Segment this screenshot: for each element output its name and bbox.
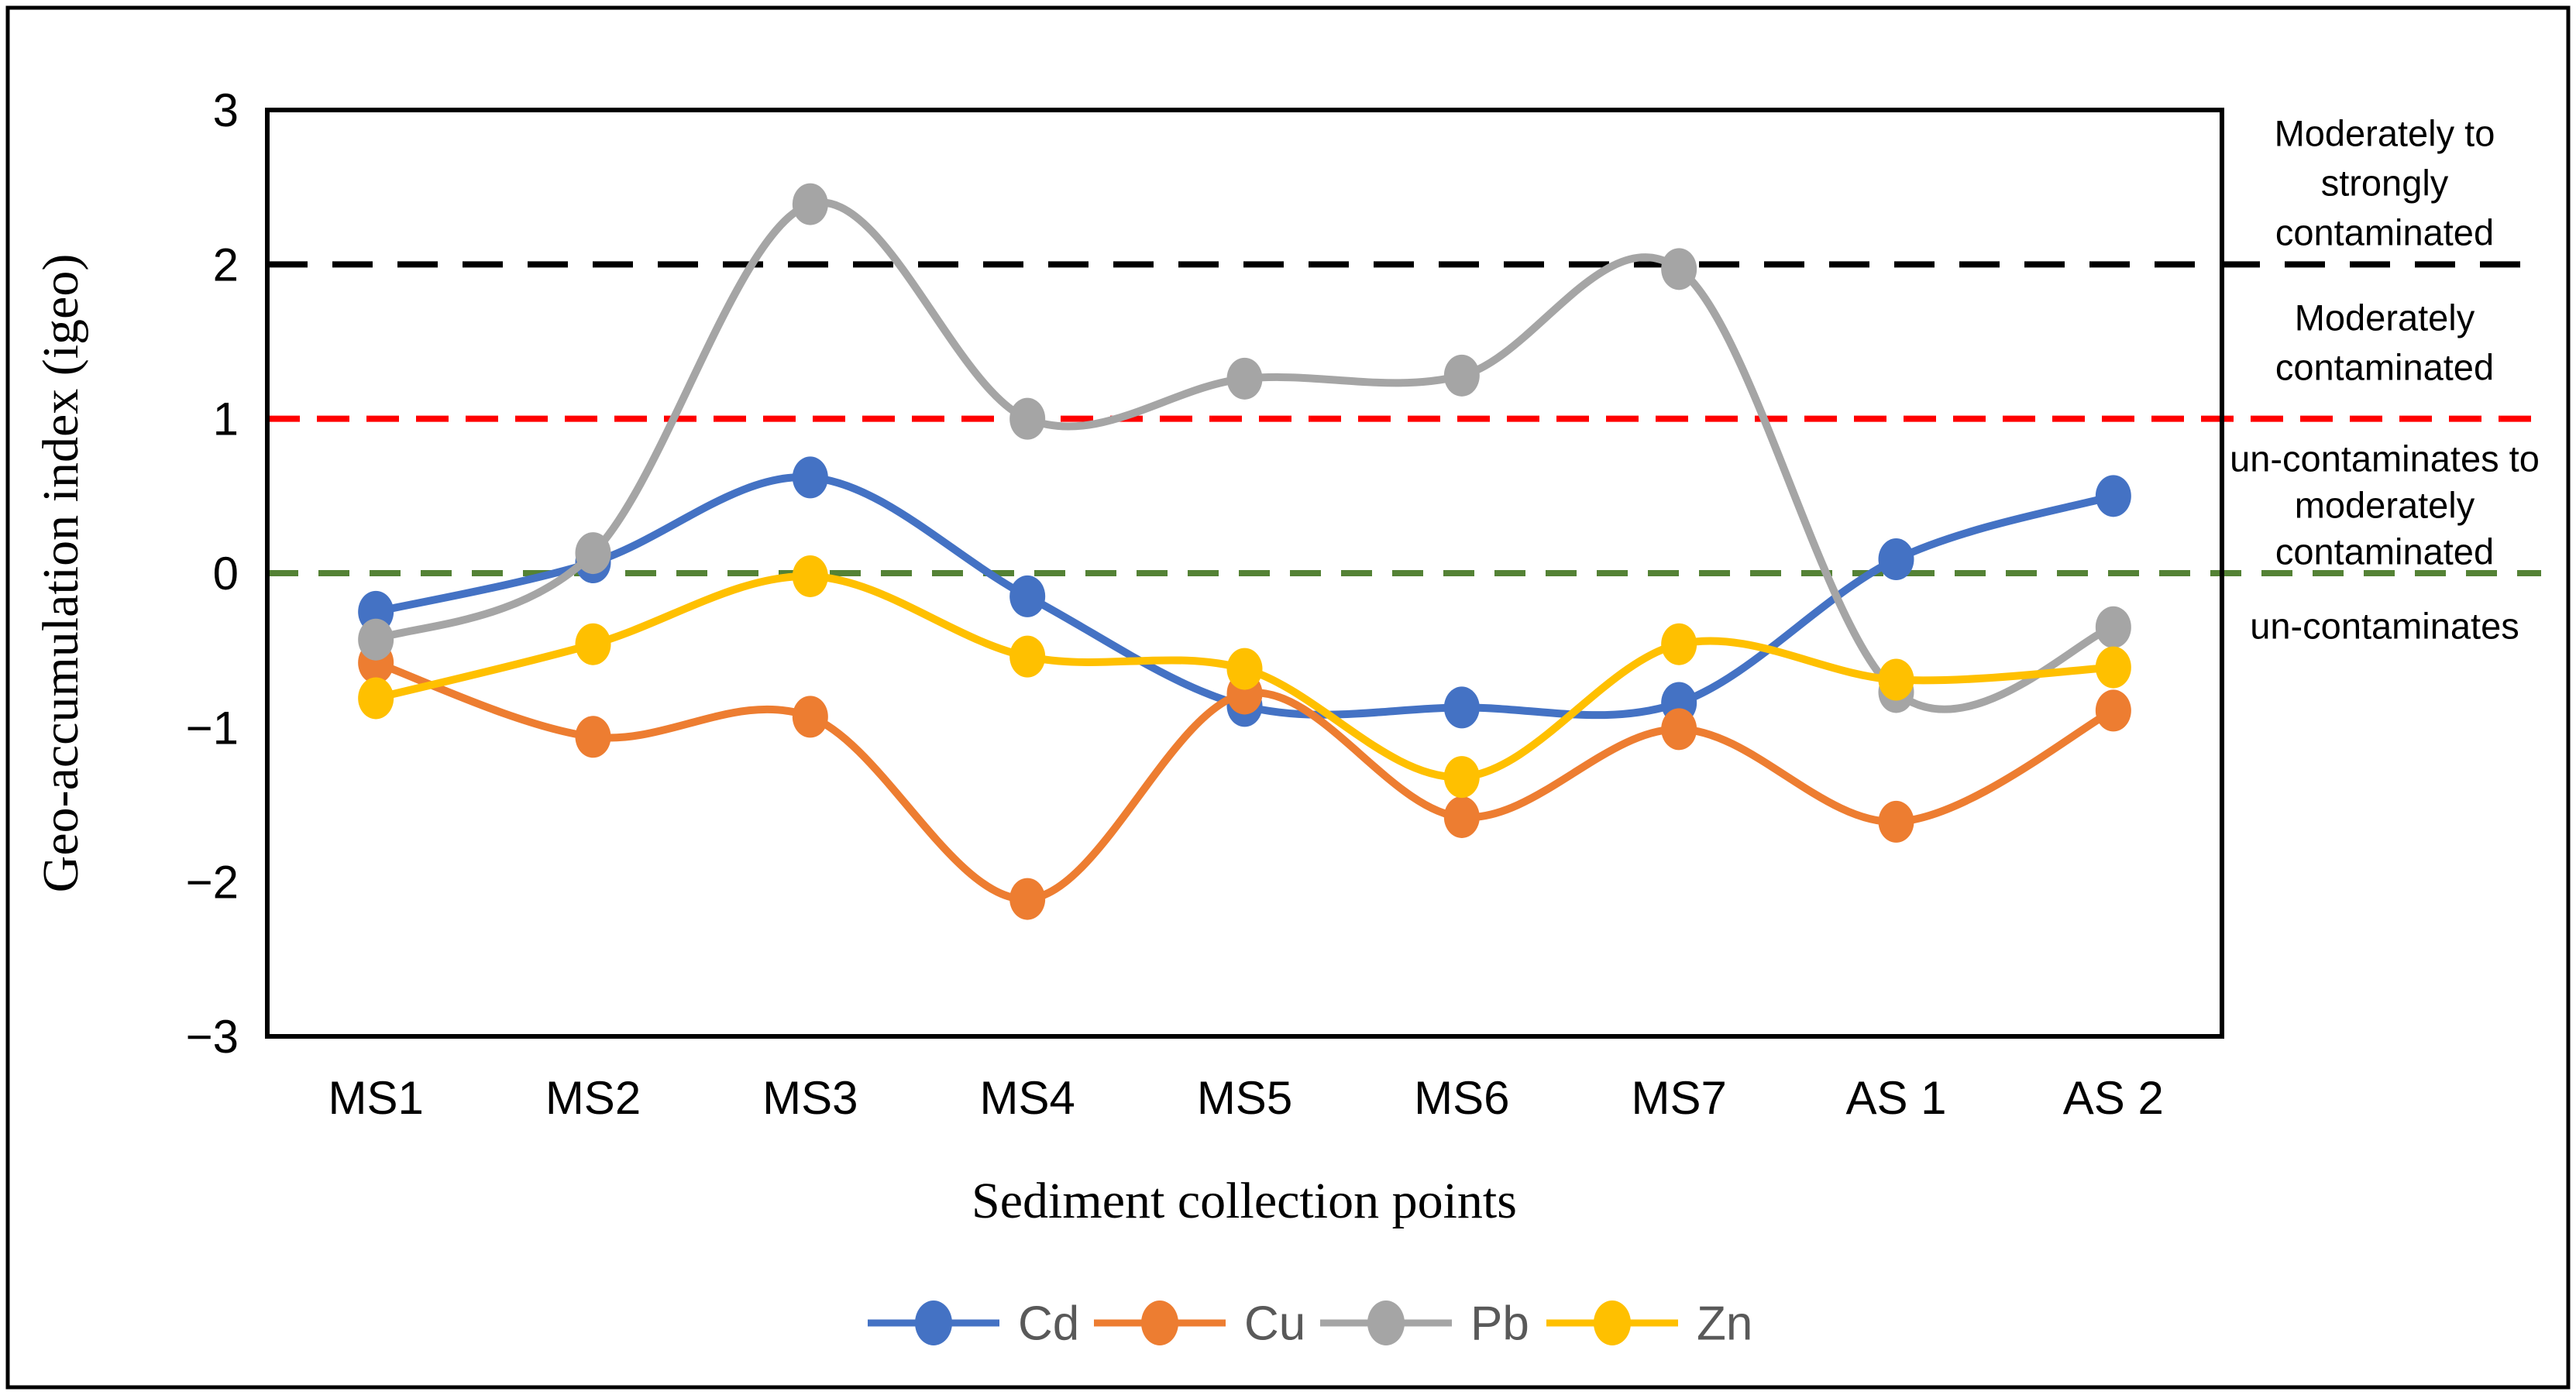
zone-label-line: Moderately <box>2295 297 2475 338</box>
marker-Cd-AS 2 <box>2095 475 2131 517</box>
legend-item-Cd: Cd <box>868 1297 1079 1351</box>
y-tick-label-2: 2 <box>213 239 239 290</box>
x-tick-label-MS7: MS7 <box>1631 1072 1726 1124</box>
x-tick-label-AS 1: AS 1 <box>1845 1072 1946 1124</box>
marker-Pb-MS2 <box>575 532 611 575</box>
marker-Cd-MS3 <box>792 456 828 499</box>
legend-label-Cd: Cd <box>1018 1297 1079 1351</box>
marker-Cu-AS 2 <box>2095 689 2131 732</box>
legend-item-Pb: Pb <box>1320 1297 1529 1351</box>
marker-Zn-MS1 <box>358 677 394 720</box>
legend-marker-Cu <box>1141 1301 1178 1345</box>
contamination-zone-labels: Moderately to strongly contaminated Moderat… <box>2230 112 2540 646</box>
y-axis-title: Geo-accumulation index (igeo) <box>33 254 89 893</box>
zone-label-line: strongly <box>2321 162 2449 203</box>
marker-Pb-MS7 <box>1661 248 1697 290</box>
marker-Cu-MS4 <box>1009 878 1046 920</box>
x-tick-label-AS 2: AS 2 <box>2063 1072 2164 1124</box>
y-tick-label-3: 3 <box>213 84 239 136</box>
marker-Pb-MS3 <box>792 183 828 225</box>
x-axis-title: Sediment collection points <box>972 1173 1517 1229</box>
marker-Zn-MS2 <box>575 623 611 665</box>
marker-Cu-MS3 <box>792 696 828 738</box>
y-tick-label--2: −2 <box>186 857 239 909</box>
x-tick-label-MS6: MS6 <box>1414 1072 1509 1124</box>
marker-Pb-MS4 <box>1009 397 1046 440</box>
zone-label-line: un-contaminates to <box>2230 438 2540 479</box>
x-tick-label-MS5: MS5 <box>1197 1072 1292 1124</box>
y-tick-label-0: 0 <box>213 548 239 600</box>
x-tick-label-MS4: MS4 <box>979 1072 1075 1124</box>
marker-Zn-MS5 <box>1226 648 1263 690</box>
marker-Zn-MS4 <box>1009 635 1046 678</box>
marker-Cu-MS6 <box>1443 795 1480 838</box>
reference-lines <box>267 261 2541 576</box>
marker-Cu-AS 1 <box>1878 800 1914 843</box>
zone-label-line: moderately <box>2295 484 2475 525</box>
legend: Cd Cu Pb Zn <box>868 1297 1752 1351</box>
marker-Zn-MS3 <box>792 555 828 597</box>
y-axis-tick-labels: 3 2 1 0 −1 −2 −3 <box>186 84 239 1063</box>
marker-Pb-AS 2 <box>2095 606 2131 648</box>
plot-area-border <box>265 108 2224 1039</box>
legend-label-Cu: Cu <box>1244 1297 1305 1351</box>
x-tick-label-MS2: MS2 <box>545 1072 641 1124</box>
marker-Zn-AS 2 <box>2095 646 2131 689</box>
zone-label-line: contaminated <box>2275 531 2494 572</box>
x-tick-label-MS1: MS1 <box>328 1072 423 1124</box>
marker-Zn-MS6 <box>1443 756 1480 799</box>
legend-marker-Zn <box>1594 1301 1631 1345</box>
marker-Zn-MS7 <box>1661 623 1697 665</box>
zone-label-line: Moderately to <box>2275 112 2495 153</box>
marker-Zn-AS 1 <box>1878 658 1914 701</box>
marker-Cu-MS2 <box>575 716 611 758</box>
zone-label-line: contaminated <box>2275 211 2494 253</box>
marker-Cd-AS 1 <box>1878 538 1914 581</box>
marker-Cd-MS4 <box>1009 575 1046 617</box>
y-tick-label--3: −3 <box>186 1011 239 1063</box>
marker-Cu-MS7 <box>1661 708 1697 751</box>
marker-Pb-MS6 <box>1443 354 1480 397</box>
series-group <box>358 183 2131 920</box>
marker-Pb-MS1 <box>358 618 394 661</box>
legend-marker-Cd <box>915 1301 952 1345</box>
zone-label-line: contaminated <box>2275 346 2494 387</box>
y-tick-label-1: 1 <box>213 393 239 445</box>
legend-label-Zn: Zn <box>1697 1297 1752 1351</box>
x-tick-label-MS3: MS3 <box>762 1072 858 1124</box>
legend-item-Zn: Zn <box>1546 1297 1752 1351</box>
marker-Pb-MS5 <box>1226 357 1263 400</box>
y-tick-label--1: −1 <box>186 702 239 754</box>
legend-marker-Pb <box>1367 1301 1405 1345</box>
x-axis-tick-labels: MS1 MS2 MS3 MS4 MS5 MS6 MS7 AS 1 AS 2 <box>328 1072 2163 1124</box>
legend-label-Pb: Pb <box>1470 1297 1529 1351</box>
legend-item-Cu: Cu <box>1094 1297 1305 1351</box>
zone-label-line: un-contaminates <box>2250 605 2519 646</box>
marker-Cd-MS6 <box>1443 686 1480 729</box>
